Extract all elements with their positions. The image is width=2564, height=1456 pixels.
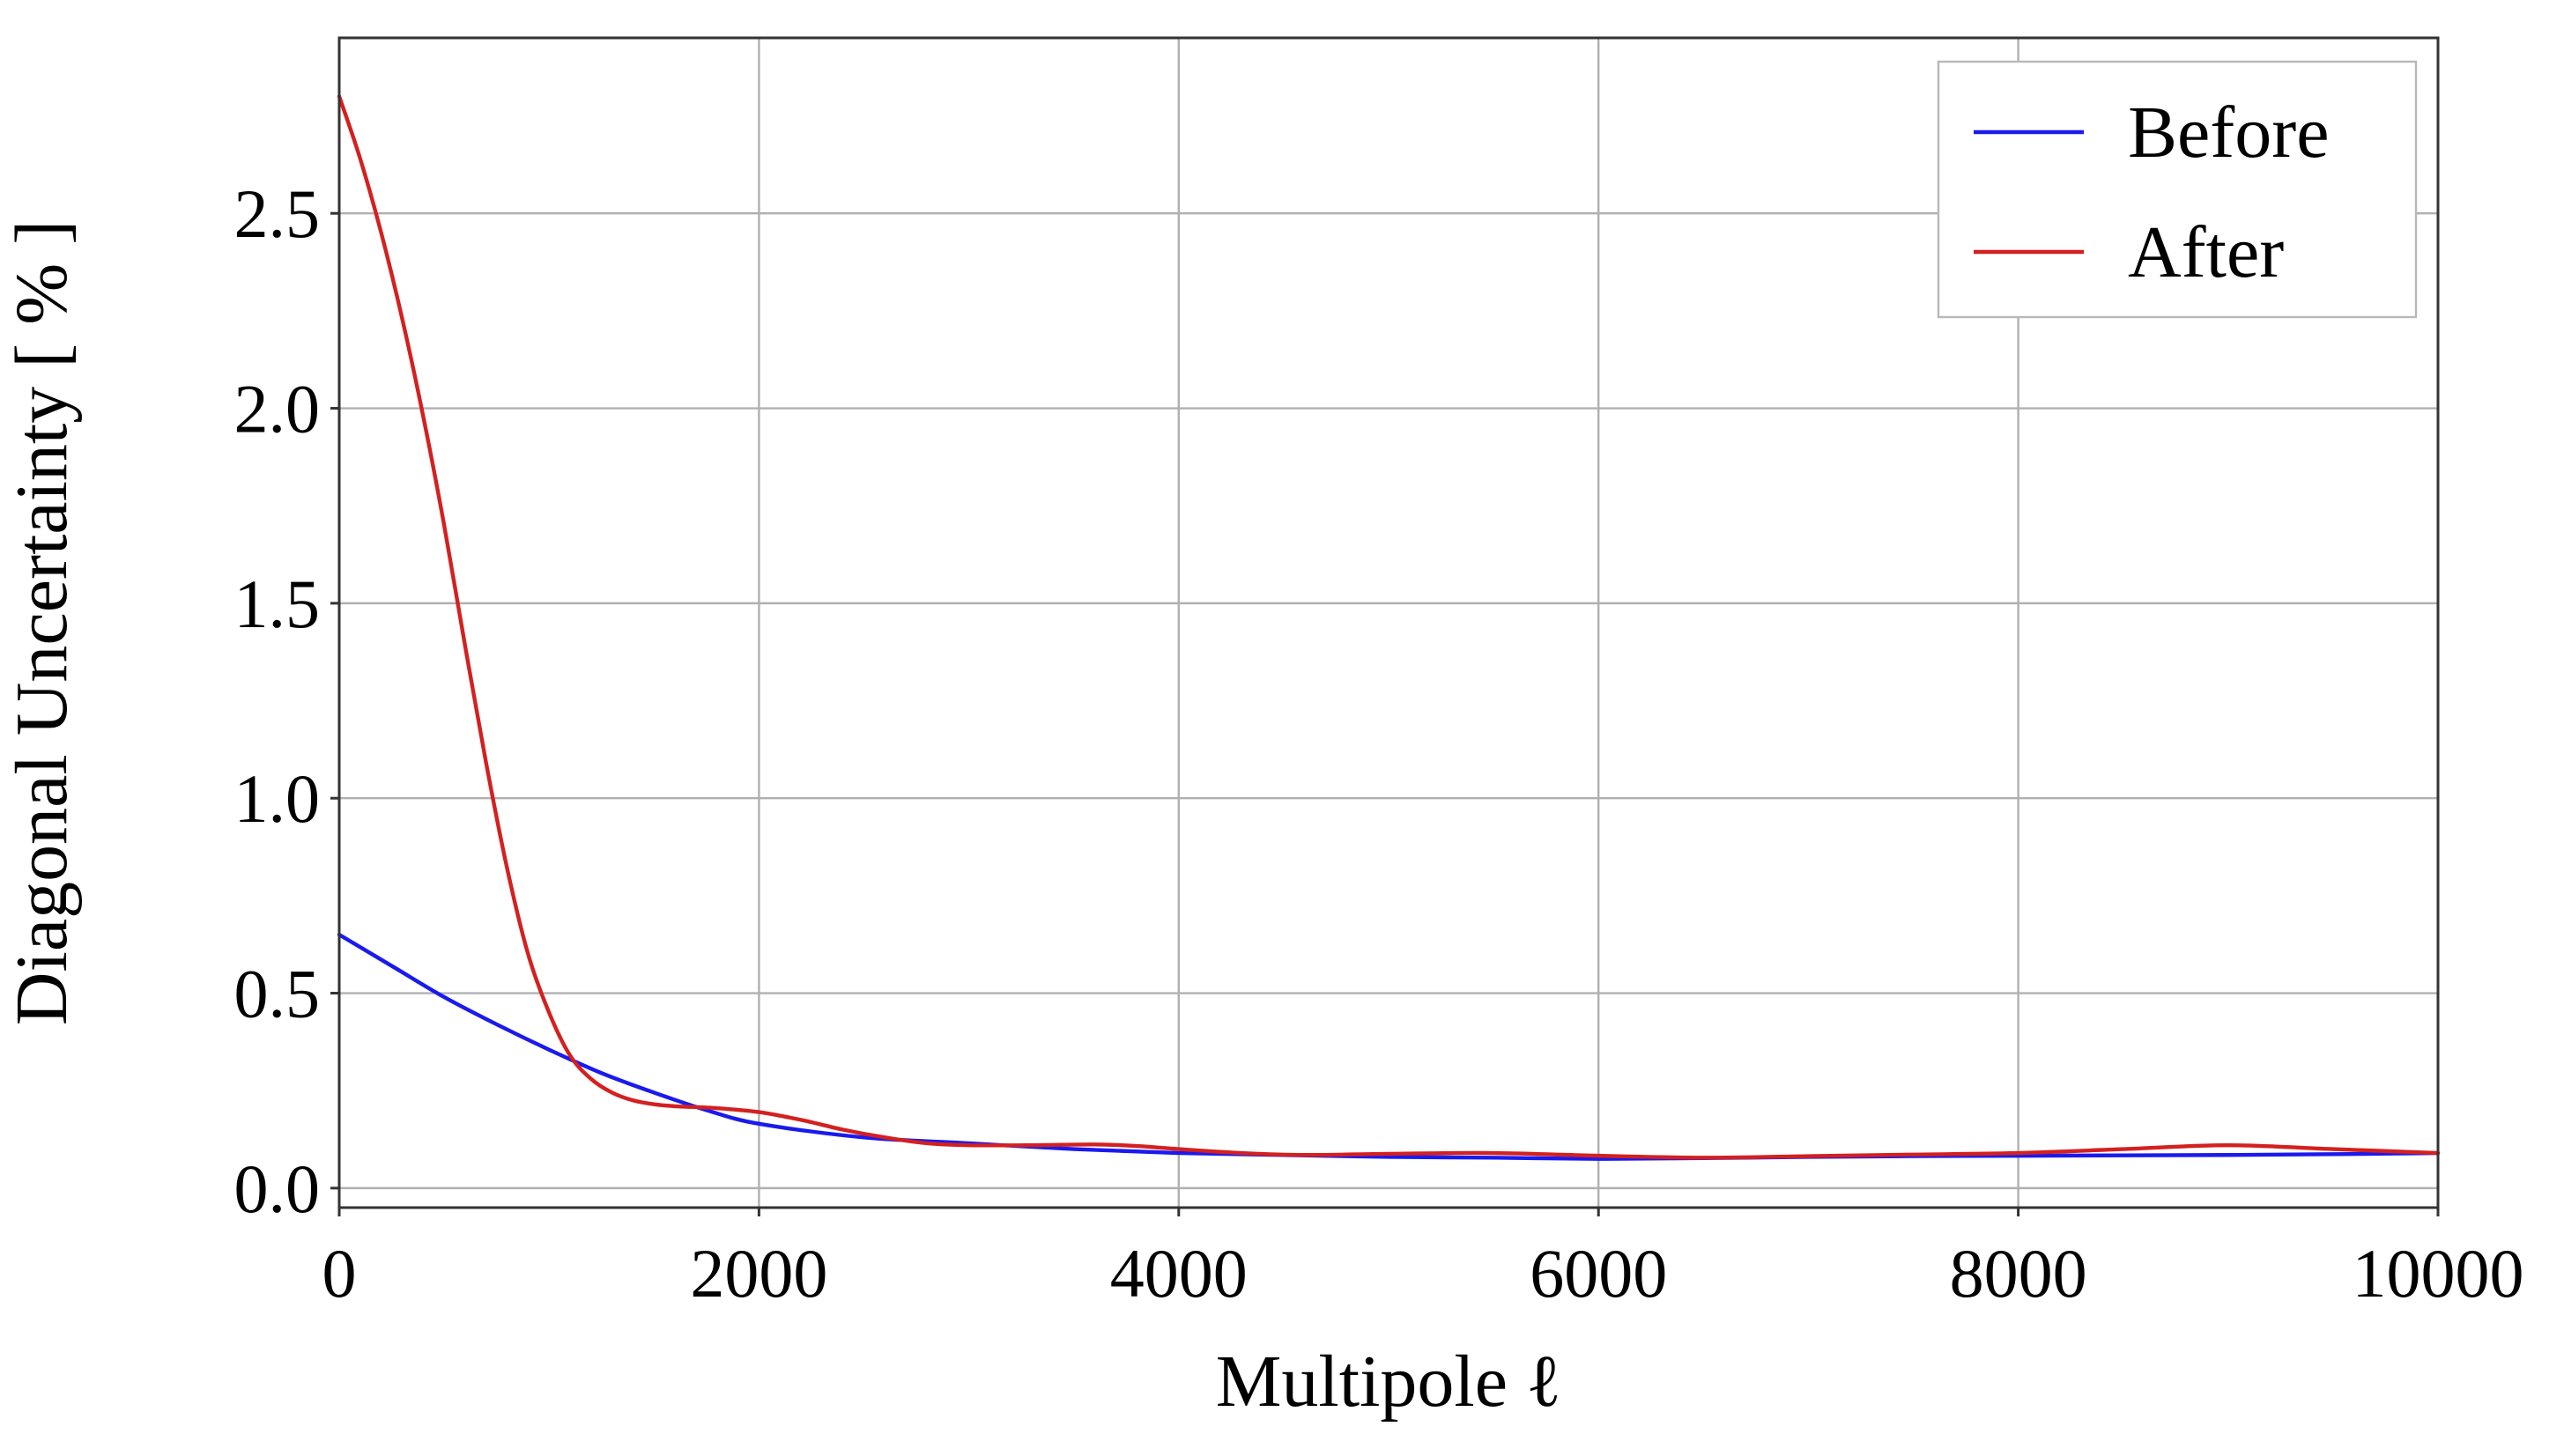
- y-tick-label: 0.5: [234, 956, 321, 1032]
- series-line-after: [337, 94, 2441, 1160]
- series-layer: [337, 94, 2441, 1161]
- x-axis-ticks: 0 2000 4000 6000 8000 10000: [322, 1208, 2524, 1312]
- x-axis-label: Multipole ℓ: [1216, 1341, 1562, 1423]
- y-tick-label: 0.0: [234, 1150, 321, 1227]
- y-axis-label: Diagonal Uncertainty [ % ]: [1, 220, 83, 1025]
- legend: Before After: [1937, 60, 2418, 319]
- y-tick-label: 2.5: [234, 175, 321, 252]
- x-tick-label: 2000: [690, 1235, 827, 1312]
- legend-label-after: After: [2128, 211, 2284, 293]
- legend-frame: [1937, 60, 2418, 319]
- x-tick-label: 6000: [1530, 1235, 1667, 1312]
- legend-label-before: Before: [2128, 92, 2330, 174]
- y-tick-label: 1.0: [234, 760, 321, 837]
- x-tick-label: 0: [322, 1235, 357, 1312]
- x-tick-label: 8000: [1950, 1235, 2087, 1312]
- y-axis-ticks: 0.0 0.5 1.0 1.5 2.0 2.5: [234, 175, 339, 1227]
- y-tick-label: 2.0: [234, 371, 321, 447]
- x-tick-label: 4000: [1110, 1235, 1248, 1312]
- x-tick-label: 10000: [2353, 1235, 2524, 1312]
- grid: [337, 38, 2440, 1208]
- y-tick-label: 1.5: [234, 565, 321, 642]
- plot-frame: [337, 36, 2440, 1209]
